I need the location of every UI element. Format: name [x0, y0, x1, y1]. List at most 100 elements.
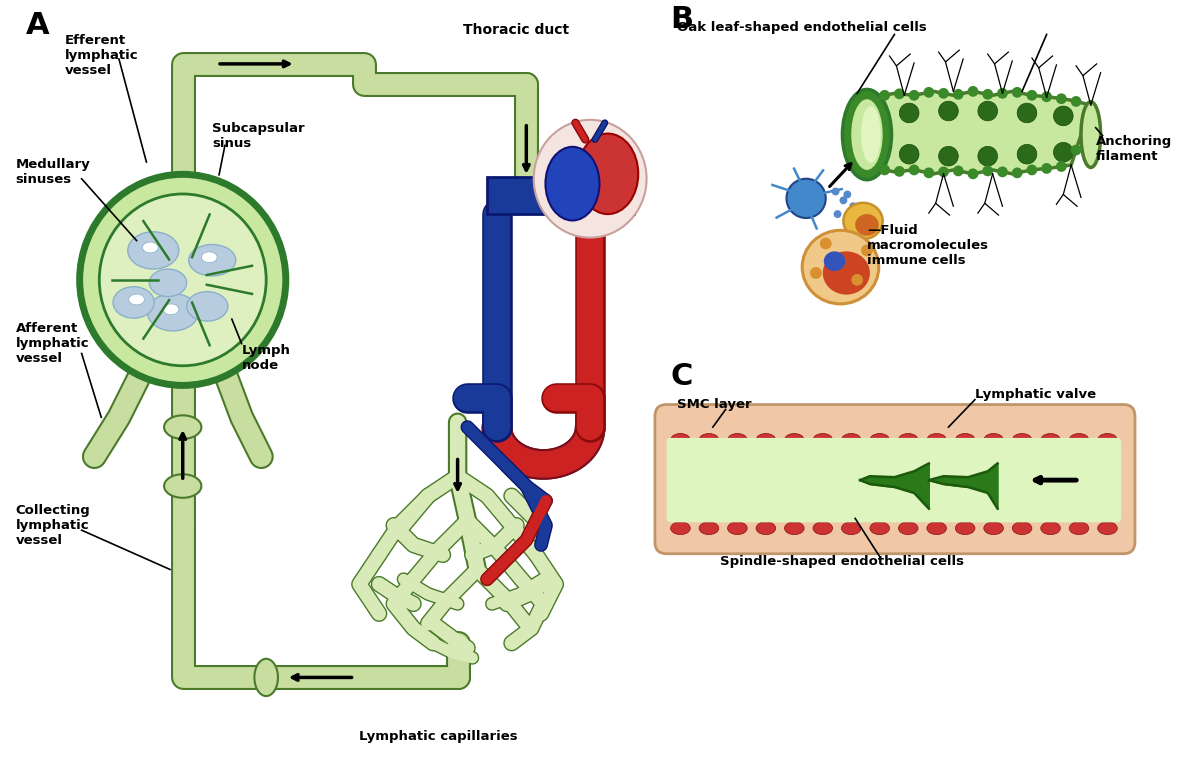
- Ellipse shape: [870, 434, 889, 446]
- Circle shape: [1012, 168, 1022, 178]
- Circle shape: [924, 87, 935, 98]
- Ellipse shape: [671, 434, 690, 446]
- Circle shape: [967, 86, 978, 97]
- Ellipse shape: [202, 252, 217, 263]
- Circle shape: [1042, 92, 1052, 102]
- Circle shape: [1070, 96, 1081, 106]
- Circle shape: [938, 101, 959, 121]
- Ellipse shape: [128, 294, 144, 305]
- Circle shape: [1054, 106, 1073, 126]
- Circle shape: [851, 274, 863, 286]
- Circle shape: [844, 190, 851, 198]
- Circle shape: [938, 146, 959, 166]
- Ellipse shape: [812, 434, 833, 446]
- Text: SMC layer: SMC layer: [677, 398, 751, 411]
- Ellipse shape: [100, 194, 266, 366]
- Circle shape: [1042, 163, 1052, 174]
- Circle shape: [820, 238, 832, 249]
- FancyBboxPatch shape: [655, 405, 1135, 554]
- Circle shape: [862, 245, 872, 256]
- Ellipse shape: [984, 522, 1003, 535]
- Circle shape: [832, 187, 840, 196]
- Circle shape: [983, 89, 994, 99]
- Circle shape: [938, 88, 949, 99]
- Ellipse shape: [79, 174, 286, 385]
- Ellipse shape: [841, 522, 862, 535]
- Ellipse shape: [841, 434, 862, 446]
- FancyBboxPatch shape: [667, 438, 1121, 522]
- Ellipse shape: [143, 242, 158, 253]
- Ellipse shape: [844, 203, 883, 239]
- Ellipse shape: [1081, 102, 1100, 168]
- Ellipse shape: [851, 99, 883, 170]
- Circle shape: [1026, 165, 1037, 176]
- Ellipse shape: [546, 147, 600, 221]
- Ellipse shape: [149, 269, 187, 297]
- Ellipse shape: [899, 522, 918, 535]
- Ellipse shape: [802, 230, 878, 304]
- Ellipse shape: [955, 522, 974, 535]
- Ellipse shape: [1013, 522, 1032, 535]
- Circle shape: [1056, 161, 1067, 172]
- Ellipse shape: [1040, 434, 1061, 446]
- Text: Thoracic duct: Thoracic duct: [462, 23, 569, 37]
- Circle shape: [1018, 145, 1037, 164]
- Text: Medullary
sinuses: Medullary sinuses: [16, 158, 90, 186]
- Circle shape: [894, 166, 905, 177]
- Ellipse shape: [1069, 434, 1088, 446]
- Circle shape: [1056, 93, 1067, 104]
- Circle shape: [1054, 142, 1073, 162]
- Ellipse shape: [842, 89, 892, 179]
- Circle shape: [840, 197, 847, 204]
- Ellipse shape: [823, 252, 845, 271]
- Text: Lymph
node: Lymph node: [241, 344, 290, 372]
- Circle shape: [880, 90, 890, 101]
- Ellipse shape: [164, 416, 202, 439]
- Ellipse shape: [727, 522, 748, 535]
- Ellipse shape: [899, 434, 918, 446]
- Text: Efferent
lymphatic
vessel: Efferent lymphatic vessel: [65, 34, 138, 78]
- Ellipse shape: [700, 434, 719, 446]
- Text: Lymphatic valve: Lymphatic valve: [974, 388, 1096, 401]
- Text: B: B: [671, 5, 694, 33]
- Ellipse shape: [188, 245, 235, 276]
- Ellipse shape: [164, 474, 202, 498]
- Text: Collecting
lymphatic
vessel: Collecting lymphatic vessel: [16, 503, 90, 547]
- Ellipse shape: [862, 106, 881, 163]
- Circle shape: [810, 267, 822, 279]
- Ellipse shape: [254, 659, 278, 696]
- Ellipse shape: [700, 522, 719, 535]
- Text: Afferent
lymphatic
vessel: Afferent lymphatic vessel: [16, 322, 90, 365]
- Ellipse shape: [127, 232, 179, 269]
- Text: Spindle-shaped endothelial cells: Spindle-shaped endothelial cells: [720, 555, 964, 568]
- Ellipse shape: [534, 120, 647, 238]
- Circle shape: [978, 101, 997, 121]
- Ellipse shape: [577, 134, 638, 214]
- Circle shape: [894, 89, 905, 99]
- Ellipse shape: [1098, 434, 1117, 446]
- Ellipse shape: [856, 214, 878, 235]
- Text: Oak leaf-shaped endothelial cells: Oak leaf-shaped endothelial cells: [677, 21, 926, 34]
- Circle shape: [924, 168, 935, 178]
- Text: Lymphatic capillaries: Lymphatic capillaries: [360, 730, 518, 743]
- Ellipse shape: [870, 522, 889, 535]
- Ellipse shape: [823, 252, 870, 294]
- Ellipse shape: [727, 434, 748, 446]
- Circle shape: [1070, 145, 1081, 155]
- Ellipse shape: [671, 522, 690, 535]
- Circle shape: [997, 166, 1008, 177]
- Text: A: A: [25, 12, 49, 40]
- Circle shape: [997, 88, 1008, 99]
- Ellipse shape: [785, 522, 804, 535]
- Circle shape: [899, 145, 919, 164]
- Ellipse shape: [1013, 434, 1032, 446]
- Circle shape: [850, 202, 857, 210]
- Ellipse shape: [955, 434, 974, 446]
- Circle shape: [786, 179, 826, 218]
- Ellipse shape: [785, 434, 804, 446]
- Circle shape: [908, 90, 919, 101]
- Circle shape: [908, 165, 919, 176]
- Circle shape: [953, 166, 964, 176]
- Circle shape: [978, 146, 997, 166]
- Ellipse shape: [113, 287, 155, 318]
